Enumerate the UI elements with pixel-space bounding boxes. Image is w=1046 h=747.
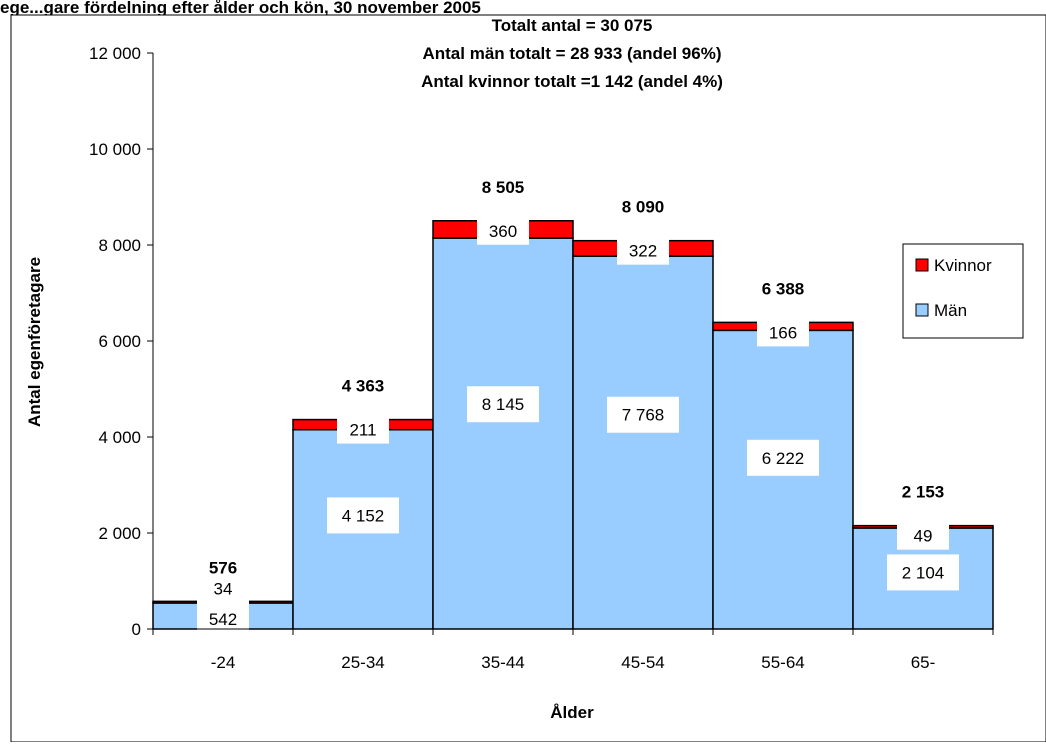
women-label-box	[197, 574, 249, 603]
x-tick-label: 65-	[911, 653, 936, 672]
women-label-box	[477, 216, 529, 245]
y-tick-label: 10 000	[89, 140, 141, 159]
legend-label: Kvinnor	[934, 256, 992, 275]
y-tick-label: 0	[132, 620, 141, 639]
total-label: 576	[209, 558, 237, 577]
women-label-box	[757, 318, 809, 347]
y-tick-label: 12 000	[89, 44, 141, 63]
women-label-box	[897, 521, 949, 550]
men-value-label: 4 152	[342, 506, 385, 525]
men-label-box	[327, 497, 399, 534]
y-tick-label: 2 000	[98, 524, 141, 543]
y-axis-label: Antal egenföretagare	[25, 257, 44, 427]
women-label-box	[617, 236, 669, 265]
x-tick-label: 55-64	[761, 653, 804, 672]
men-value-label: 6 222	[762, 449, 805, 468]
title-line-1: Totalt antal = 30 075	[492, 16, 653, 35]
cut-off-title: ege...gare fördelning efter ålder och kö…	[0, 0, 481, 17]
bar-men	[712, 329, 854, 630]
legend-label: Män	[934, 301, 967, 320]
legend-swatch	[915, 258, 929, 272]
women-value-label: 322	[629, 242, 657, 261]
total-label: 8 090	[622, 198, 665, 217]
women-value-label: 49	[914, 527, 933, 546]
women-value-label: 166	[769, 323, 797, 342]
women-value-label: 34	[214, 579, 233, 598]
men-value-label: 542	[209, 610, 237, 629]
legend-swatch	[915, 303, 929, 317]
bar-men	[572, 255, 714, 630]
x-tick-label: 35-44	[481, 653, 524, 672]
x-tick-label: 45-54	[621, 653, 664, 672]
total-label: 2 153	[902, 483, 945, 502]
x-axis: -24 25-34 35-44 45-54 55-64 65-	[152, 628, 994, 672]
bar-men	[432, 237, 574, 630]
x-axis-label: Ålder	[550, 703, 594, 722]
x-tick-label: -24	[211, 653, 236, 672]
chart-title: Totalt antal = 30 075 Antal män totalt = …	[421, 16, 723, 91]
men-label-box	[467, 386, 539, 423]
y-tick-label: 4 000	[98, 428, 141, 447]
men-label-box	[197, 601, 249, 637]
men-value-label: 2 104	[902, 563, 945, 582]
title-line-2: Antal män totalt = 28 933 (andel 96%)	[422, 44, 721, 63]
women-label-box	[337, 415, 389, 444]
y-tick-label: 8 000	[98, 236, 141, 255]
men-value-label: 8 145	[482, 395, 525, 414]
men-label-box	[607, 396, 679, 433]
men-label-box	[887, 554, 959, 591]
y-axis: 0 2 000 4 000 6 000 8 000 10 000 12 000	[89, 44, 154, 639]
men-label-box	[747, 439, 819, 476]
x-tick-label: 25-34	[341, 653, 384, 672]
y-tick-label: 6 000	[98, 332, 141, 351]
total-label: 6 388	[762, 279, 805, 298]
men-value-label: 7 768	[622, 406, 665, 425]
women-value-label: 360	[489, 222, 517, 241]
women-value-label: 211	[349, 421, 376, 440]
legend: Kvinnor Män	[902, 243, 1024, 339]
total-label: 8 505	[482, 178, 525, 197]
title-line-3: Antal kvinnor totalt =1 142 (andel 4%)	[421, 72, 723, 91]
total-label: 4 363	[342, 377, 385, 396]
